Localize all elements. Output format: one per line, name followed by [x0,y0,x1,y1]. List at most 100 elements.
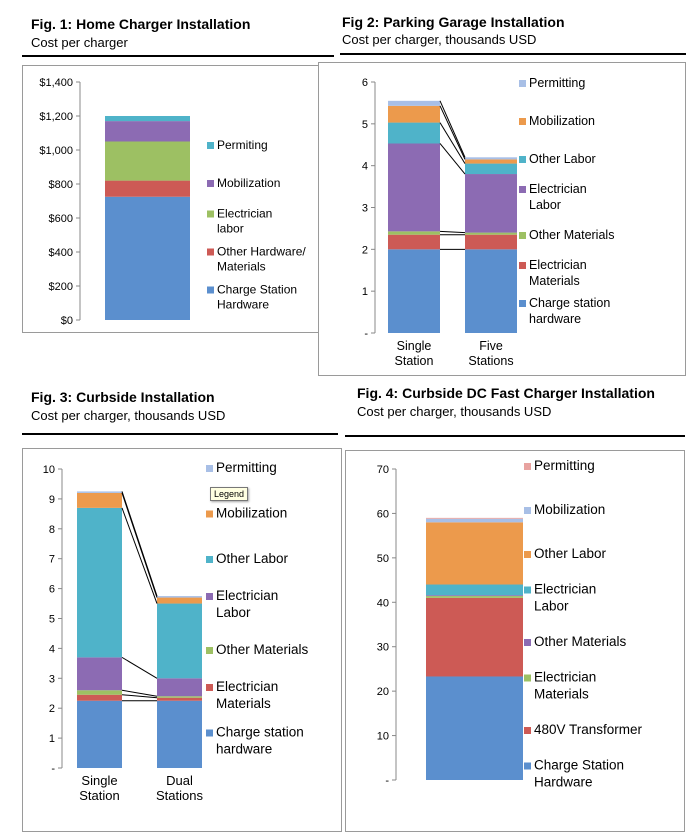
legend-label: Hardware [534,775,593,790]
bar-segment [465,174,517,233]
fig1-chart: $0 $200 $400 $600 $800 $1,000 $1,200 $1,400 Char… [39,77,306,327]
legend-swatch [207,286,214,294]
legend-swatch [519,300,526,307]
bar-segment [105,121,190,142]
legend-tooltip: Legend [210,487,249,501]
bar-segment [105,180,190,197]
legend-label: Hardware [217,298,269,312]
bar-segment [388,249,440,333]
legend-swatch [206,556,213,563]
y-tick-label: 10 [377,731,389,743]
y-tick-label: 2 [362,244,368,256]
bar-segment [426,522,523,585]
legend-swatch [206,647,213,654]
legend-label: Electrician [217,207,272,221]
bar-segment [426,597,523,677]
fig2-title: Fig 2: Parking Garage Installation [342,14,565,30]
series-connector [121,491,158,597]
legend-label: Mobilization [216,506,287,521]
bar-segment [388,100,440,106]
fig1-title-rule [22,55,334,57]
fig4-title: Fig. 4: Curbside DC Fast Charger Install… [357,385,655,401]
bar-segment [105,116,190,122]
legend-swatch [519,80,526,87]
legend-swatch [519,118,526,125]
y-tick-label: 4 [362,161,368,173]
legend-label: Materials [217,260,266,274]
y-tick-label: 50 [377,553,389,565]
fig1-title: Fig. 1: Home Charger Installation [31,16,251,32]
bar-segment [388,234,440,250]
bar-segment [465,163,517,175]
y-tick-label: - [385,775,389,787]
legend-label: Electrician [534,670,596,685]
legend-label: Electrician [216,679,278,694]
y-tick-label: 5 [362,119,368,131]
legend-label: Electrician [529,258,587,272]
legend-swatch [207,248,214,256]
bar-segment [465,232,517,235]
series-connector [439,122,466,164]
x-category-label: Dual [166,773,193,788]
y-tick-label: 6 [49,584,55,596]
series-connector [121,689,158,697]
series-connector [439,230,466,234]
x-category-label: Single [397,339,432,353]
bar-segment [388,122,440,144]
legend-label: Permitting [534,458,595,473]
y-tick-label: 60 [377,508,389,520]
legend-label: Mobilization [534,502,605,517]
bar-segment [465,249,517,333]
y-tick-label: 6 [362,77,368,89]
y-tick-label: $800 [49,179,73,191]
legend-swatch [206,510,213,518]
legend-swatch [207,180,214,187]
y-tick-label: 3 [49,673,55,685]
legend-label: Other Labor [529,152,596,166]
y-tick-label: 40 [377,597,389,609]
y-tick-label: $200 [49,281,73,293]
legend-label: Permitting [216,460,277,475]
legend-label: Charge Station [217,283,297,297]
bar-segment [157,696,202,698]
fig2-title-rule [340,53,686,55]
legend-label: Other Materials [216,642,309,657]
x-category-label: Five [479,339,503,353]
bar-segment [157,697,202,701]
y-tick-label: 3 [362,203,368,215]
y-tick-label: 2 [49,703,55,715]
legend-label: Electrician [216,588,278,603]
y-tick-label: $1,400 [39,77,73,89]
legend-swatch [519,186,526,193]
fig4-panel: Fig. 4: Curbside DC Fast Charger Install… [345,380,694,834]
y-tick-label: 30 [377,642,389,654]
bar-segment [426,596,523,598]
fig3-title-rule [22,433,338,435]
x-category-label: Stations [156,788,203,803]
legend-label: Materials [216,696,271,711]
bar-segment [465,234,517,250]
legend-label: Other Labor [216,551,289,566]
bar-segment [157,596,202,598]
legend-swatch [206,684,213,691]
legend-swatch [207,210,214,218]
legend-swatch [519,232,526,239]
bar-segment [77,492,122,508]
legend-label: Other Labor [534,546,607,561]
bar-segment [426,518,523,523]
fig1-panel: Fig. 1: Home Charger Installation Cost p… [0,0,340,335]
legend-label: hardware [216,742,272,757]
legend-label: Materials [534,687,589,702]
legend-label: hardware [529,312,581,326]
bar-segment [465,159,517,164]
y-tick-label: 1 [362,286,368,298]
legend-swatch [519,156,526,163]
y-tick-label: $1,200 [39,111,73,123]
bar-segment [105,141,190,181]
bar-segment [388,231,440,235]
legend-swatch [524,586,531,594]
x-category-label: Station [395,354,434,368]
y-tick-label: - [364,328,368,340]
